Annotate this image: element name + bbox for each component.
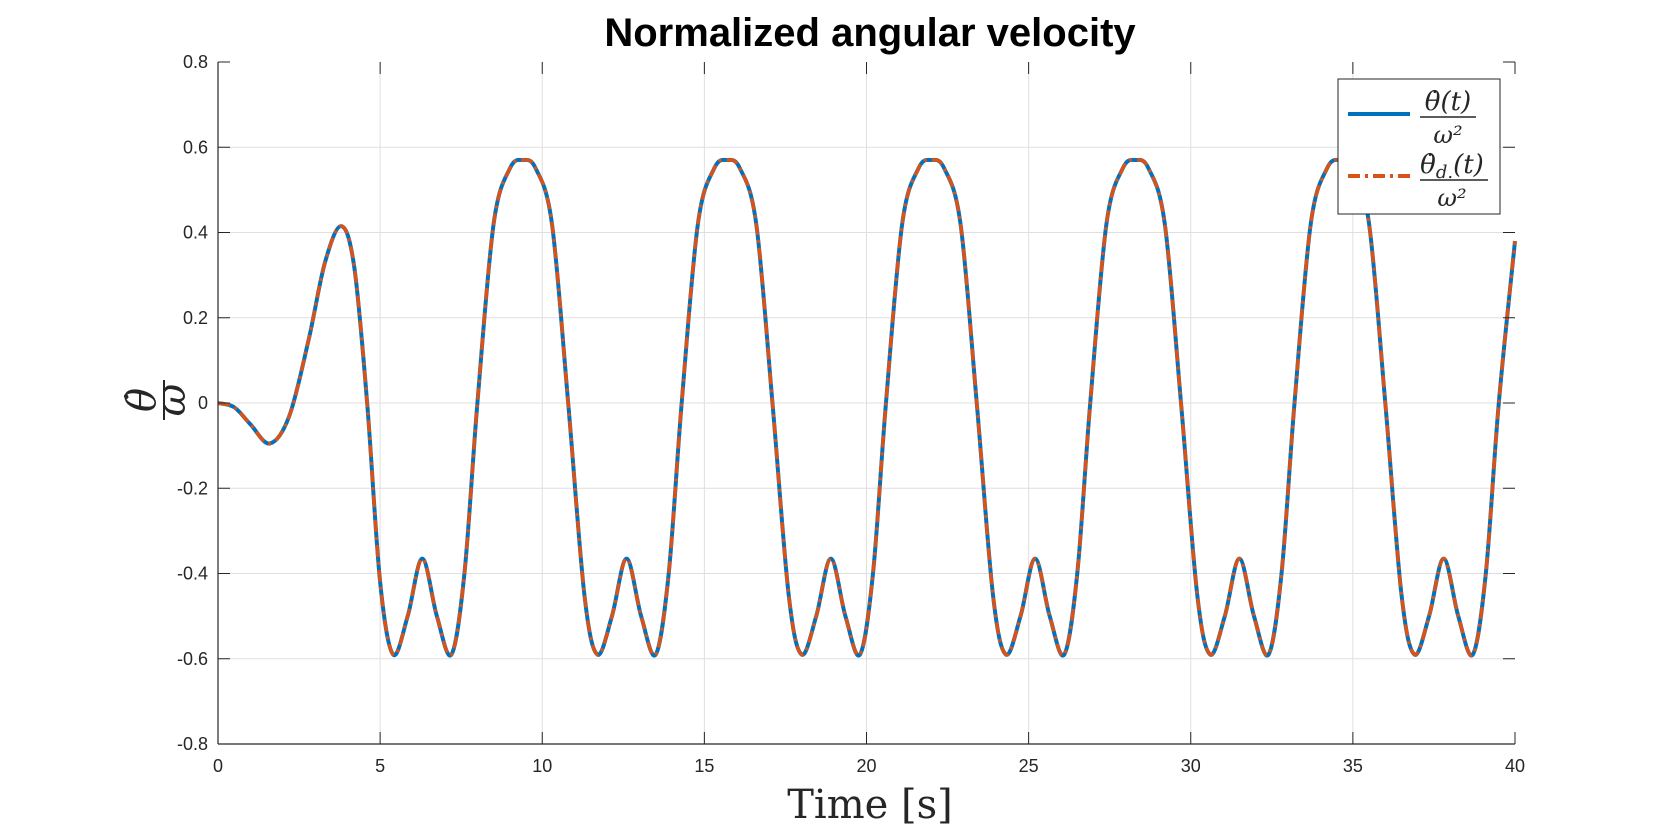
x-tick-label: 10 [532,756,552,776]
y-axis-label-denominator: ω [149,384,195,417]
x-tick-label: 40 [1505,756,1525,776]
y-tick-label: -0.8 [177,734,208,754]
x-axis-label: Time [s] [787,782,953,828]
x-tick-label: 15 [694,756,714,776]
legend-label-series-1-numerator: θ̇(t) [1425,87,1471,117]
x-tick-label: 25 [1019,756,1039,776]
legend-label-series-1-denominator: ω² [1433,121,1462,149]
x-tick-label: 5 [375,756,385,776]
y-tick-label: -0.4 [177,564,208,584]
y-tick-label: -0.6 [177,649,208,669]
y-tick-label: -0.2 [177,478,208,498]
y-axis-label-numerator: θ̇ [119,388,165,412]
grid [218,62,1515,744]
legend-box [1337,78,1501,215]
x-tick-label: 20 [856,756,876,776]
legend: θ̇(t) ω² θ̇d.(t) ω² [1337,78,1501,215]
legend-label-series-2-subscript: d. [1436,162,1453,183]
legend-label-series-2-numerator: θ̇d.(t) [1420,150,1484,183]
y-tick-label: 0.8 [183,52,208,72]
y-tick-label: 0.6 [183,137,208,157]
chart-title: Normalized angular velocity [604,11,1136,55]
axes [217,61,1516,745]
series-line-2 [217,158,1517,658]
x-tick-label: 35 [1343,756,1363,776]
legend-label-series-2-suffix: (t) [1453,150,1484,180]
y-tick-label: 0 [198,393,208,413]
x-tick-label: 30 [1181,756,1201,776]
legend-label-series-2-theta: θ̇ [1420,150,1436,180]
y-axis-label: θ̇ ω [119,380,195,420]
x-tick-label: 0 [213,756,223,776]
series-layer [217,157,1517,658]
y-tick-label: 0.4 [183,223,208,243]
legend-label-series-2-denominator: ω² [1437,184,1466,212]
tick-labels: 0 5 10 15 20 25 30 35 40 -0.8 -0.6 -0.4 -0.2 0 0.2 0.4 0… [177,52,1525,776]
y-tick-label: 0.2 [183,308,208,328]
